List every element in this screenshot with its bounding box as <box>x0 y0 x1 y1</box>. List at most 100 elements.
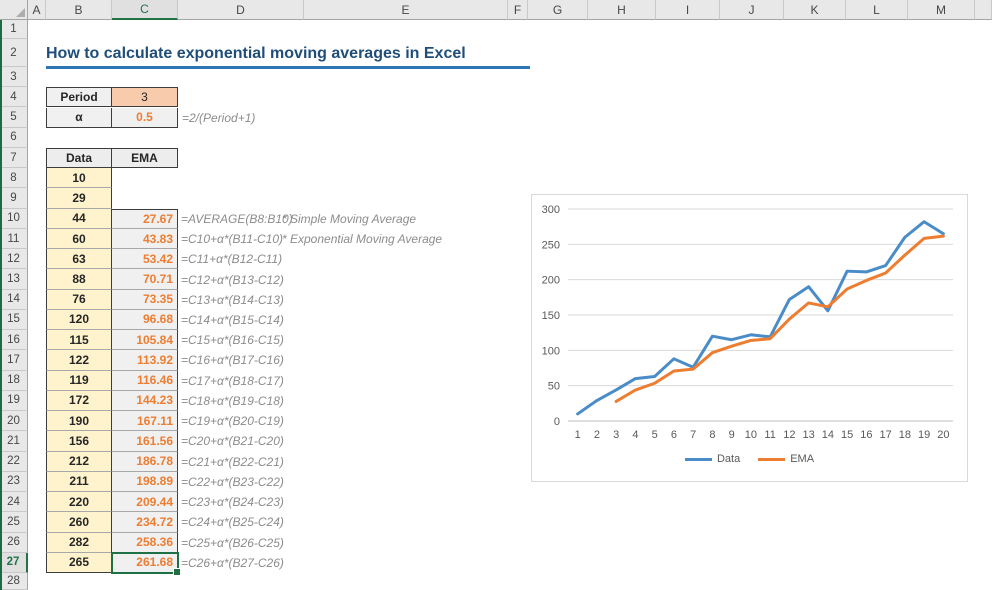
row-header-28[interactable]: 28 <box>0 573 28 590</box>
cell-D18-formula[interactable]: =C17+α*(B18-C17) <box>181 373 284 388</box>
cell-C7-ema-header[interactable]: EMA <box>112 147 178 169</box>
row-header-10[interactable]: 10 <box>0 208 28 229</box>
cell-D14-formula[interactable]: =C13+α*(B14-C13) <box>181 292 284 307</box>
cell-C13[interactable]: 70.71 <box>112 269 178 290</box>
cell-D27-formula[interactable]: =C26+α*(B27-C26) <box>181 555 284 570</box>
cell-D22-formula[interactable]: =C21+α*(B22-C21) <box>181 454 284 469</box>
cell-C15[interactable]: 96.68 <box>112 309 178 331</box>
column-header-E[interactable]: E <box>304 0 508 20</box>
cell-C20[interactable]: 167.11 <box>112 411 178 432</box>
cell-B19[interactable]: 172 <box>46 390 112 412</box>
cell-B16[interactable]: 115 <box>46 330 112 351</box>
cell-B10[interactable]: 44 <box>46 208 112 229</box>
cell-C14[interactable]: 73.35 <box>112 289 178 310</box>
row-header-25[interactable]: 25 <box>0 512 28 533</box>
cell-C11[interactable]: 43.83 <box>112 228 178 250</box>
row-header-8[interactable]: 8 <box>0 168 28 189</box>
cell-B25[interactable]: 260 <box>46 512 112 533</box>
row-header-17[interactable]: 17 <box>0 350 28 371</box>
cell-C5-alpha-value[interactable]: 0.5 <box>112 107 178 128</box>
row-header-24[interactable]: 24 <box>0 492 28 513</box>
column-header-A[interactable]: A <box>28 0 46 20</box>
cell-C12[interactable]: 53.42 <box>112 249 178 270</box>
cell-B22[interactable]: 212 <box>46 451 112 472</box>
row-header-3[interactable]: 3 <box>0 67 28 88</box>
row-header-16[interactable]: 16 <box>0 330 28 351</box>
column-header-D[interactable]: D <box>178 0 304 20</box>
cell-C19[interactable]: 144.23 <box>112 390 178 412</box>
cell-B20[interactable]: 190 <box>46 411 112 432</box>
row-header-7[interactable]: 7 <box>0 147 28 169</box>
column-header-H[interactable]: H <box>588 0 656 20</box>
cell-C10[interactable]: 27.67 <box>112 208 178 229</box>
column-header-L[interactable]: L <box>846 0 908 20</box>
cell-B13[interactable]: 88 <box>46 269 112 290</box>
fill-handle[interactable] <box>173 567 181 576</box>
cell-D13-formula[interactable]: =C12+α*(B13-C12) <box>181 272 284 287</box>
cell-D20-formula[interactable]: =C19+α*(B20-C19) <box>181 414 284 429</box>
select-all-corner[interactable] <box>0 0 28 20</box>
cell-D21-formula[interactable]: =C20+α*(B21-C20) <box>181 434 284 449</box>
row-header-13[interactable]: 13 <box>0 269 28 290</box>
ema-chart[interactable]: 0 50 100 150 200 250 300 1 2 3 4 5 6 7 8 9 10 11 12 13 14 15 1… <box>531 194 968 482</box>
cell-C23[interactable]: 198.89 <box>112 471 178 493</box>
row-header-5[interactable]: 5 <box>0 107 28 128</box>
row-header-11[interactable]: 11 <box>0 228 28 250</box>
cell-B8[interactable]: 10 <box>46 168 112 189</box>
row-header-12[interactable]: 12 <box>0 249 28 270</box>
row-header-22[interactable]: 22 <box>0 451 28 472</box>
cell-C4-period-value[interactable]: 3 <box>112 87 178 108</box>
cell-B9[interactable]: 29 <box>46 188 112 209</box>
active-cell-selection-C27[interactable] <box>111 551 181 576</box>
cell-D15-formula[interactable]: =C14+α*(B15-C14) <box>181 312 284 327</box>
row-header-23[interactable]: 23 <box>0 471 28 493</box>
column-header-B[interactable]: B <box>46 0 112 20</box>
cell-B7-data-header[interactable]: Data <box>46 147 112 169</box>
cell-D23-formula[interactable]: =C22+α*(B23-C22) <box>181 474 284 489</box>
cell-C24[interactable]: 209.44 <box>112 492 178 513</box>
cell-D5-alpha-formula[interactable]: =2/(Period+1) <box>182 110 256 125</box>
column-header-I[interactable]: I <box>656 0 720 20</box>
row-header-6[interactable]: 6 <box>0 127 28 148</box>
column-header-K[interactable]: K <box>784 0 846 20</box>
column-header-blank[interactable] <box>975 0 992 20</box>
cell-D24-formula[interactable]: =C23+α*(B24-C23) <box>181 495 284 510</box>
cell-C21[interactable]: 161.56 <box>112 431 178 452</box>
cell-B17[interactable]: 122 <box>46 350 112 371</box>
cell-C25[interactable]: 234.72 <box>112 512 178 533</box>
column-header-M[interactable]: M <box>908 0 975 20</box>
row-header-18[interactable]: 18 <box>0 370 28 391</box>
row-header-21[interactable]: 21 <box>0 431 28 452</box>
cell-D19-formula[interactable]: =C18+α*(B19-C18) <box>181 393 284 408</box>
cell-C16[interactable]: 105.84 <box>112 330 178 351</box>
row-header-9[interactable]: 9 <box>0 188 28 209</box>
row-header-2[interactable]: 2 <box>0 39 28 67</box>
row-header-26[interactable]: 26 <box>0 532 28 553</box>
row-header-20[interactable]: 20 <box>0 411 28 432</box>
cell-D17-formula[interactable]: =C16+α*(B17-C16) <box>181 353 284 368</box>
row-header-4[interactable]: 4 <box>0 87 28 108</box>
cell-D11-formula[interactable]: =C10+α*(B11-C10) <box>181 232 284 247</box>
row-header-27[interactable]: 27 <box>0 552 28 573</box>
row-header-14[interactable]: 14 <box>0 289 28 310</box>
cell-B23[interactable]: 211 <box>46 471 112 493</box>
cell-C17[interactable]: 113.92 <box>112 350 178 371</box>
column-header-J[interactable]: J <box>720 0 784 20</box>
cell-B24[interactable]: 220 <box>46 492 112 513</box>
row-header-19[interactable]: 19 <box>0 390 28 412</box>
column-header-C[interactable]: C <box>112 0 178 20</box>
cell-B4-period-label[interactable]: Period <box>46 87 112 108</box>
cell-B11[interactable]: 60 <box>46 228 112 250</box>
cell-B26[interactable]: 282 <box>46 532 112 553</box>
cell-C26[interactable]: 258.36 <box>112 532 178 553</box>
cell-B15[interactable]: 120 <box>46 309 112 331</box>
cell-B5-alpha-label[interactable]: α <box>46 107 112 128</box>
cell-D10-formula[interactable]: =AVERAGE(B8:B10) <box>181 211 293 226</box>
cell-D12-formula[interactable]: =C11+α*(B12-C11) <box>181 252 283 267</box>
row-header-1[interactable]: 1 <box>0 20 28 39</box>
column-header-G[interactable]: G <box>528 0 588 20</box>
cell-E10-comment[interactable]: * Simple Moving Average <box>282 211 417 226</box>
cell-D26-formula[interactable]: =C25+α*(B26-C25) <box>181 535 284 550</box>
cell-B14[interactable]: 76 <box>46 289 112 310</box>
cell-D25-formula[interactable]: =C24+α*(B25-C24) <box>181 515 284 530</box>
